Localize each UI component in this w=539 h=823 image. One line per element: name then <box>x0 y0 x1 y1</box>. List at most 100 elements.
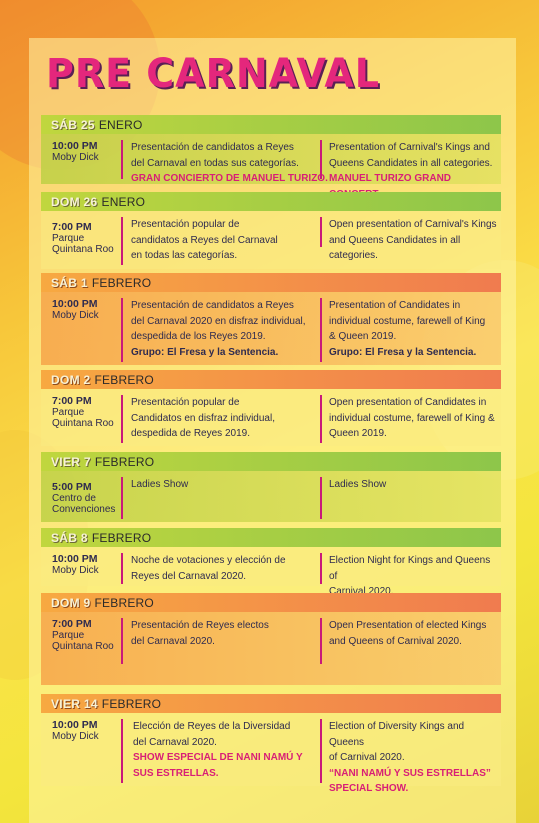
description-line: del Carnaval 2020 en disfraz individual, <box>131 315 306 327</box>
event-section: DOM 26 ENERO 7:00 PM Parque Quintana Roo… <box>41 192 501 269</box>
event-day: DOM 2 <box>51 372 91 387</box>
divider <box>121 217 123 265</box>
event-date-header: DOM 2 FEBRERO <box>41 370 501 389</box>
event-place: Quintana Roo <box>52 244 114 255</box>
event-description-es: Ladies Show <box>131 477 188 493</box>
event-place: Centro de <box>52 493 96 504</box>
description-line: Candidatos en disfraz individual, <box>131 412 275 424</box>
event-time: 10:00 PM <box>52 719 98 731</box>
event-description-es: Noche de votaciones y elección de Reyes … <box>131 553 286 584</box>
event-body: 7:00 PM Parque Quintana Roo Presentación… <box>41 389 501 446</box>
divider <box>121 719 123 783</box>
page-title: PRE CARNAVAL <box>46 50 380 97</box>
event-description-es: Presentación popular de candidatos a Rey… <box>131 217 278 264</box>
event-time: 10:00 PM <box>52 140 98 152</box>
description-line: individual costume, farewell of King <box>329 315 486 327</box>
description-line: Election Night for Kings and Queens of <box>329 555 491 582</box>
event-time: 10:00 PM <box>52 298 98 310</box>
description-line: Grupo: El Fresa y la Sentencia. <box>329 346 477 358</box>
event-section: DOM 2 FEBRERO 7:00 PM Parque Quintana Ro… <box>41 370 501 446</box>
event-day: SÁB 25 <box>51 117 95 132</box>
event-section: SÁB 1 FEBRERO 10:00 PM Moby Dick Present… <box>41 273 501 365</box>
description-line: & Queen 2019. <box>329 331 397 342</box>
event-place: Quintana Roo <box>52 418 114 429</box>
event-body: 7:00 PM Parque Quintana Roo Presentación… <box>41 211 501 269</box>
divider <box>121 553 123 584</box>
event-date-header: VIER 14 FEBRERO <box>41 694 501 713</box>
description-line: Open presentation of Candidates in <box>329 397 487 408</box>
event-section: DOM 9 FEBRERO 7:00 PM Parque Quintana Ro… <box>41 593 501 685</box>
divider <box>121 618 123 664</box>
event-time-place: 7:00 PM Parque Quintana Roo <box>52 618 118 652</box>
event-body: 7:00 PM Parque Quintana Roo Presentación… <box>41 612 501 685</box>
description-line: Ladies Show <box>329 479 387 490</box>
event-description-es: Elección de Reyes de la Diversidad del C… <box>133 719 303 781</box>
description-line: Presentación de Reyes electos <box>131 620 269 631</box>
event-time-place: 10:00 PM Moby Dick <box>52 719 118 742</box>
description-line: despedida de Reyes 2019. <box>131 428 250 439</box>
event-month: FEBRERO <box>94 372 154 387</box>
event-place: Parque <box>52 233 85 244</box>
event-month: ENERO <box>98 117 143 132</box>
description-line: Presentación popular de <box>131 397 240 408</box>
divider <box>320 395 322 443</box>
event-description-en: Open presentation of Candidates in indiv… <box>329 395 495 442</box>
divider <box>320 719 322 783</box>
description-line: Presentación popular de <box>131 219 240 230</box>
divider <box>320 140 322 179</box>
event-time: 7:00 PM <box>52 221 92 233</box>
divider <box>320 298 322 362</box>
event-place: Moby Dick <box>52 310 99 321</box>
description-line: GRAN CONCIERTO DE MANUEL TURIZO. <box>131 173 328 184</box>
description-line: individual costume, farewell of King & <box>329 412 495 424</box>
divider <box>320 553 322 584</box>
divider <box>320 618 322 664</box>
event-place: Parque <box>52 407 85 418</box>
event-time-place: 10:00 PM Moby Dick <box>52 140 118 163</box>
event-month: FEBRERO <box>91 530 152 545</box>
event-section: VIER 14 FEBRERO 10:00 PM Moby Dick Elecc… <box>41 694 501 794</box>
description-line: and Queens of Carnival 2020. <box>329 635 462 647</box>
description-line: del Carnaval 2020. <box>131 635 215 647</box>
description-line: Noche de votaciones y elección de <box>131 555 286 566</box>
description-line: Open Presentation of elected Kings <box>329 620 487 631</box>
event-time: 7:00 PM <box>52 395 92 407</box>
description-line: Election of Diversity Kings and Queens <box>329 721 465 748</box>
event-description-es: Presentación de candidatos a Reyes del C… <box>131 298 306 360</box>
event-place: Moby Dick <box>52 152 99 163</box>
event-month: FEBRERO <box>91 275 152 290</box>
divider <box>121 298 123 362</box>
description-line: Queens Candidates in all categories. <box>329 157 493 169</box>
event-date-header: SÁB 8 FEBRERO <box>41 528 501 547</box>
event-body: 10:00 PM Moby Dick Presentación de candi… <box>41 292 501 365</box>
event-month: ENERO <box>101 194 146 209</box>
description-line: SUS ESTRELLAS. <box>133 767 219 779</box>
description-line: Presentation of Carnival's Kings and <box>329 142 490 153</box>
event-day: VIER 14 <box>51 696 98 711</box>
event-date-header: VIER 7 FEBRERO <box>41 452 501 471</box>
divider <box>121 140 123 179</box>
description-line: Reyes del Carnaval 2020. <box>131 570 247 582</box>
description-line: Queen 2019. <box>329 428 387 439</box>
description-line: candidatos a Reyes del Carnaval <box>131 234 278 246</box>
divider <box>320 477 322 519</box>
description-line: SHOW ESPECIAL DE NANI NAMÚ Y <box>133 752 303 763</box>
event-description-en: Open Presentation of elected Kings and Q… <box>329 618 486 649</box>
description-line: SPECIAL SHOW. <box>329 783 409 794</box>
event-date-header: SÁB 25 ENERO <box>41 115 501 134</box>
description-line: and Queens Candidates in all categories. <box>329 234 461 262</box>
event-day: SÁB 1 <box>51 275 88 290</box>
description-line: despedida de los Reyes 2019. <box>131 331 266 342</box>
event-description-en: Open presentation of Carnival's Kings an… <box>329 217 501 264</box>
event-description-es: Presentación de Reyes electos del Carnav… <box>131 618 269 649</box>
event-place: Convenciones <box>52 504 116 515</box>
event-month: FEBRERO <box>94 454 155 469</box>
event-day: SÁB 8 <box>51 530 88 545</box>
description-line: en todas las categorías. <box>131 250 238 261</box>
event-time-place: 10:00 PM Moby Dick <box>52 553 118 576</box>
event-place: Moby Dick <box>52 565 99 576</box>
description-line: Ladies Show <box>131 479 189 490</box>
event-description-en: Presentation of Candidates in individual… <box>329 298 485 360</box>
description-line: del Carnaval 2020. <box>133 736 217 748</box>
event-section: SÁB 8 FEBRERO 10:00 PM Moby Dick Noche d… <box>41 528 501 597</box>
